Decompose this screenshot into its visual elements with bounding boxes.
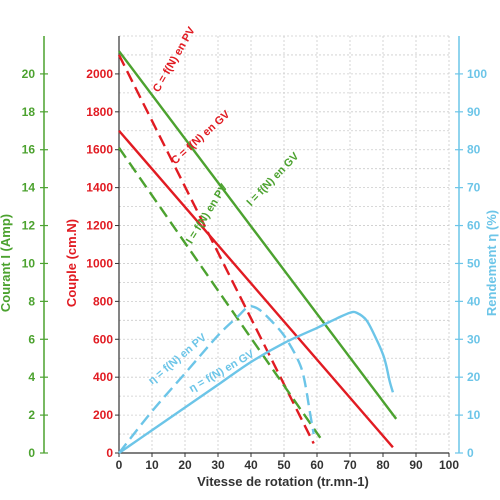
x-axis-label: Vitesse de rotation (tr.mn-1) bbox=[197, 474, 369, 489]
grid bbox=[119, 35, 450, 453]
current-tick-label: 14 bbox=[22, 181, 36, 195]
x-tick-label: 100 bbox=[439, 458, 459, 472]
curve-1 bbox=[118, 129, 394, 449]
torque-tick-label: 800 bbox=[93, 294, 113, 308]
curve-label-0: C = f(N) en PV bbox=[151, 25, 198, 95]
x-tick-label: 70 bbox=[343, 458, 357, 472]
curve-2 bbox=[118, 50, 398, 420]
efficiency-tick-label: 30 bbox=[467, 332, 481, 346]
curves bbox=[117, 50, 398, 454]
current-tick-label: 0 bbox=[28, 446, 35, 460]
efficiency-tick-label: 20 bbox=[467, 370, 481, 384]
torque-tick-label: 1600 bbox=[86, 143, 113, 157]
efficiency-tick-label: 40 bbox=[467, 294, 481, 308]
current-tick-label: 16 bbox=[22, 143, 36, 157]
x-tick-label: 40 bbox=[244, 458, 258, 472]
efficiency-tick-label: 0 bbox=[467, 446, 474, 460]
torque-tick-label: 1200 bbox=[86, 219, 113, 233]
torque-tick-label: 1000 bbox=[86, 256, 113, 270]
x-tick-label: 0 bbox=[116, 458, 123, 472]
x-tick-label: 10 bbox=[145, 458, 159, 472]
y-axis-current-label: Courant I (Amp) bbox=[0, 214, 13, 312]
curve-3 bbox=[118, 147, 322, 439]
efficiency-tick-label: 100 bbox=[467, 67, 487, 81]
current-tick-label: 4 bbox=[28, 370, 35, 384]
torque-tick-label: 200 bbox=[93, 408, 113, 422]
efficiency-tick-label: 70 bbox=[467, 181, 481, 195]
curve-5 bbox=[118, 310, 395, 454]
curve-4 bbox=[118, 304, 315, 454]
curve-0 bbox=[117, 54, 315, 445]
torque-tick-label: 600 bbox=[93, 332, 113, 346]
axes bbox=[40, 36, 463, 457]
curve-label-2: I = f(N) en GV bbox=[245, 150, 302, 209]
x-tick-label: 20 bbox=[178, 458, 192, 472]
x-tick-label: 80 bbox=[376, 458, 390, 472]
x-tick-label: 50 bbox=[277, 458, 291, 472]
torque-tick-label: 400 bbox=[93, 370, 113, 384]
current-tick-label: 8 bbox=[28, 294, 35, 308]
current-tick-label: 10 bbox=[22, 256, 36, 270]
torque-tick-label: 2000 bbox=[86, 67, 113, 81]
x-tick-label: 60 bbox=[310, 458, 324, 472]
efficiency-tick-label: 10 bbox=[467, 408, 481, 422]
efficiency-tick-label: 50 bbox=[467, 256, 481, 270]
y-axis-efficiency-label: Rendement η (%) bbox=[484, 210, 499, 316]
torque-tick-label: 1800 bbox=[86, 105, 113, 119]
x-tick-label: 30 bbox=[211, 458, 225, 472]
current-tick-label: 2 bbox=[28, 408, 35, 422]
current-tick-label: 18 bbox=[22, 105, 36, 119]
curve-label-5: η = f(N) en GV bbox=[187, 348, 257, 395]
y-axis-torque-label: Couple (cm.N) bbox=[64, 219, 79, 307]
tick-labels: 0 10 20 30 40 50 60 70 80 90 100020040060080010001… bbox=[22, 67, 488, 472]
current-tick-label: 20 bbox=[22, 67, 36, 81]
efficiency-tick-label: 60 bbox=[467, 219, 481, 233]
efficiency-tick-label: 80 bbox=[467, 143, 481, 157]
current-tick-label: 12 bbox=[22, 219, 36, 233]
torque-tick-label: 0 bbox=[106, 446, 113, 460]
efficiency-tick-label: 90 bbox=[467, 105, 481, 119]
x-tick-label: 90 bbox=[409, 458, 423, 472]
torque-tick-label: 1400 bbox=[86, 181, 113, 195]
current-tick-label: 6 bbox=[28, 332, 35, 346]
